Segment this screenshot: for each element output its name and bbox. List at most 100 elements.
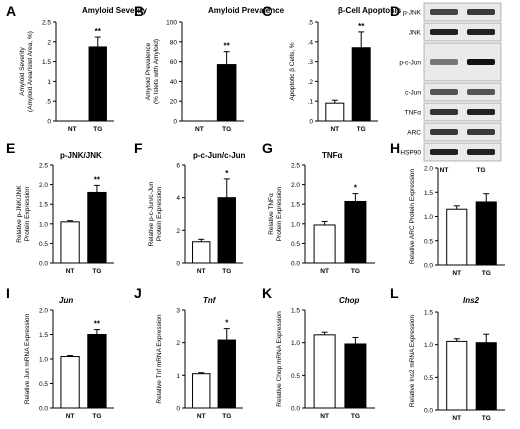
panel-a-bar-tg xyxy=(88,46,107,122)
blot-band xyxy=(467,29,495,35)
panel-letter-e: E xyxy=(6,140,15,156)
panel-h-x-label-tg: TG xyxy=(482,270,491,277)
panel-e-y-tick-label: 2.0 xyxy=(39,182,48,189)
panel-c-x-label-nt: NT xyxy=(330,126,339,133)
panel-d-blot: p-JNK JNK p-c-Jun c-Jun TNFα ARC HSP90 NT TG xyxy=(399,2,502,174)
panel-a-y-label: (Amyloid Area/Islet Area, %) xyxy=(27,31,34,112)
panel-g-y-tick-label: 0.0 xyxy=(291,261,300,268)
panel-letter-a: A xyxy=(6,3,16,19)
panel-g-chart: TNFα 0.0 0.5 1.0 1.5 2.0 2.5 Relative TNFα Prote… xyxy=(268,151,375,275)
panel-letter-l: L xyxy=(390,285,399,301)
panel-a-significance: ** xyxy=(95,27,102,36)
panel-i-x-label-tg: TG xyxy=(92,413,101,420)
blot-label: p-c-Jun xyxy=(399,60,421,67)
panel-letter-g: G xyxy=(262,140,273,156)
panel-b-y-label: Amyloid Prevalence xyxy=(145,42,152,100)
blot-label: p-JNK xyxy=(403,10,422,17)
panel-a-x-label-tg: TG xyxy=(93,126,102,133)
panel-b-y-tick-label: 0 xyxy=(173,119,177,126)
panel-h-y-tick-label: 2.0 xyxy=(424,166,433,173)
panel-e-bar-tg xyxy=(87,191,107,264)
panel-a-y-tick-label: 2.5 xyxy=(42,20,51,27)
panel-g-bar-nt xyxy=(313,224,336,264)
panel-g-y-tick-label: 1.5 xyxy=(291,202,300,209)
panel-h-x-label-nt: NT xyxy=(452,270,461,277)
blot-label: TNFα xyxy=(405,110,422,117)
blot-band xyxy=(430,89,458,95)
panel-e-significance: ** xyxy=(94,175,101,184)
blot-band xyxy=(467,109,495,115)
panel-k-x-label-tg: TG xyxy=(351,413,360,420)
panel-l-x-label-tg: TG xyxy=(482,415,491,422)
panel-l-title: Ins2 xyxy=(463,296,480,305)
panel-l-y-tick-label: 0.5 xyxy=(424,375,433,382)
panel-letter-k: K xyxy=(262,285,272,301)
panel-a-y-label: Amyloid Severity xyxy=(19,47,26,96)
panel-j-y-tick-label: 0 xyxy=(176,406,180,413)
panel-l-bar-nt xyxy=(446,340,468,411)
panel-i-x-label-nt: NT xyxy=(66,413,75,420)
panel-k-y-tick-label: 0.0 xyxy=(291,406,300,413)
panel-l-y-tick-label: 1.0 xyxy=(424,342,433,349)
panel-j-significance: * xyxy=(225,319,229,328)
panel-a-y-tick-label: 2 xyxy=(47,39,51,46)
panel-letter-c: C xyxy=(262,3,272,19)
panel-f-y-tick-label: 6 xyxy=(176,163,180,170)
panel-j-y-label: Relative Tnf mRNA Expression xyxy=(156,314,163,403)
blot-lane-label: NT xyxy=(440,167,449,174)
panel-c-title: β-Cell Apoptosis xyxy=(338,6,402,15)
panel-g-y-tick-label: 2.0 xyxy=(291,182,300,189)
panel-i-y-tick-label: 1.0 xyxy=(39,357,48,364)
panel-f-significance: * xyxy=(225,169,229,178)
panel-g-bar-tg xyxy=(344,200,367,264)
panel-b-x-label-tg: TG xyxy=(222,126,231,133)
panel-e-title: p-JNK/JNK xyxy=(60,151,102,160)
panel-i-bar-tg xyxy=(87,334,107,409)
panel-b-y-tick-label: 100 xyxy=(166,20,177,27)
panel-f-y-tick-label: 2 xyxy=(176,228,180,235)
blot-band xyxy=(467,9,495,15)
blot-lane-label: TG xyxy=(476,167,485,174)
blot-label: c-Jun xyxy=(405,90,421,97)
panel-c-y-tick-label: .2 xyxy=(308,79,314,86)
blot-strip xyxy=(423,102,502,122)
panel-b-y-tick-label: 60 xyxy=(170,59,178,66)
panel-e-y-tick-label: 0.0 xyxy=(39,261,48,268)
panel-c-y-label: Apoptotic β Cells, % xyxy=(289,42,296,101)
panel-e-y-tick-label: 1.0 xyxy=(39,221,48,228)
panel-b-bar-tg xyxy=(216,64,237,122)
panel-g-title: TNFα xyxy=(322,151,343,160)
panel-l-bar-tg xyxy=(475,342,497,411)
panel-l-x-label-nt: NT xyxy=(452,415,461,422)
panel-j-y-tick-label: 1 xyxy=(176,373,180,380)
panel-i-y-tick-label: 2.0 xyxy=(39,308,48,315)
panel-e-bar-nt xyxy=(60,221,80,264)
panel-e-chart: p-JNK/JNK 0.0 0.5 1.0 1.5 2.0 2.5 Relative p-JN… xyxy=(16,151,114,275)
blot-band xyxy=(430,129,458,135)
panel-b-title: Amyloid Prevalence xyxy=(208,6,285,15)
panel-h-bar-tg xyxy=(475,201,497,266)
panel-j-chart: Tnf 0 1 2 3 Relative Tnf mRNA Expression NT TG * xyxy=(156,296,243,420)
panel-i-bar-nt xyxy=(60,356,80,409)
panel-k-title: Chop xyxy=(339,296,360,305)
panel-j-y-tick-label: 3 xyxy=(176,308,180,315)
panel-h-y-tick-label: 0.5 xyxy=(424,238,433,245)
panel-g-y-label: Relative TNFα xyxy=(268,193,275,235)
panel-c-bar-tg xyxy=(351,47,371,122)
panel-letter-j: J xyxy=(134,285,142,301)
panel-k-chart: Chop 0.0 0.5 1.0 1.5 Relative Chop mRNA Expre… xyxy=(276,296,375,420)
panel-i-chart: Jun 0.0 0.5 1.0 1.5 2.0 Relative Jun mRNA Expr… xyxy=(24,296,114,420)
panel-f-bar-nt xyxy=(192,241,211,264)
panel-letter-i: I xyxy=(6,285,10,301)
panel-k-x-label-nt: NT xyxy=(320,413,329,420)
panel-i-y-tick-label: 0.0 xyxy=(39,406,48,413)
panel-k-bar-nt xyxy=(313,334,336,409)
panel-a-chart: Amyloid Severity 0 .5 1 1.5 2 2.5 Amyloid Sever… xyxy=(19,6,147,133)
panel-k-y-tick-label: 1.0 xyxy=(291,340,300,347)
blot-band xyxy=(467,89,495,95)
panel-i-y-tick-label: 1.5 xyxy=(39,332,48,339)
panel-i-y-label: Relative Jun mRNA Expression xyxy=(24,313,31,404)
panel-letter-b: B xyxy=(134,3,144,19)
panel-b-y-tick-label: 80 xyxy=(170,39,178,46)
